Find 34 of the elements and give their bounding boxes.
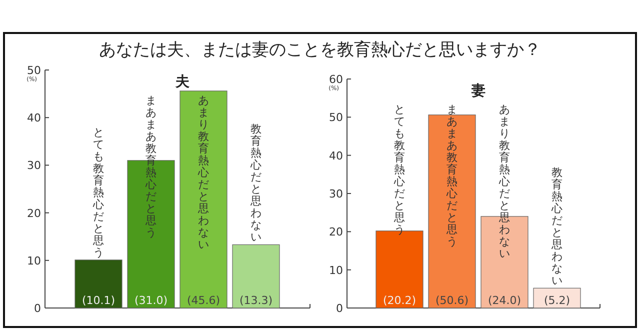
y-tick-label: 10 (27, 254, 41, 268)
category-label: とても教育熱心だと思う (93, 126, 104, 259)
y-tick-label: 20 (27, 206, 41, 220)
y-tick-label: 30 (27, 159, 41, 172)
y-tick-label: 0 (34, 302, 41, 315)
category-label: 教育熱心だと思わない (552, 166, 562, 288)
y-tick-label: 40 (329, 149, 343, 162)
y-tick-label: 10 (329, 264, 343, 277)
bar (533, 288, 581, 308)
data-label: (24.0) (488, 294, 522, 307)
bar (180, 90, 228, 308)
chart-subtitle: 妻 (470, 83, 486, 99)
data-label: (20.2) (382, 294, 416, 307)
category-label: あまり教育熱心だと思わない (198, 94, 209, 251)
bar (74, 260, 122, 308)
category-label: 教育熱心だと思わない (250, 122, 262, 244)
y-tick-label: 40 (27, 112, 41, 125)
y-tick-label: 60 (329, 73, 343, 86)
data-label: (45.6) (186, 294, 220, 307)
data-label: (13.3) (239, 294, 273, 307)
category-label: まあまあ教育熱心だと思う (446, 103, 458, 248)
y-tick-label: 0 (336, 302, 343, 315)
data-label: (31.0) (134, 294, 168, 307)
y-tick-label: 50 (27, 64, 41, 77)
data-label: (5.2) (544, 294, 570, 307)
chart-title: あなたは夫、または妻のことを教育熱心だと思いますか？ (99, 40, 541, 60)
bar (428, 114, 476, 308)
y-tick-label: 30 (329, 188, 343, 200)
y-tick-label: 20 (329, 226, 343, 239)
y-tick-label: 50 (329, 111, 343, 124)
chart-subtitle: 夫 (174, 74, 190, 90)
data-label: (10.1) (82, 294, 116, 307)
data-label: (50.6) (435, 294, 469, 307)
bar (232, 244, 280, 308)
